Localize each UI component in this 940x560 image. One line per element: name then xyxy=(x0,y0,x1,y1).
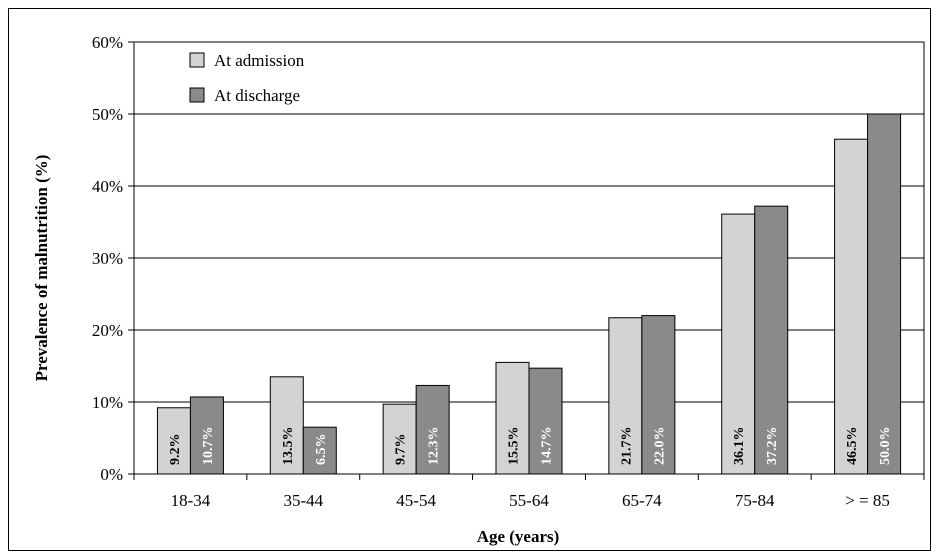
x-axis-title: Age (years) xyxy=(477,527,560,546)
legend: At admission At discharge xyxy=(189,51,305,105)
bar-admission xyxy=(608,317,643,475)
y-tick-label: 20% xyxy=(92,321,123,340)
data-label: 6.5% xyxy=(314,434,329,466)
x-tick-label: 75-84 xyxy=(735,491,775,510)
bar-discharge xyxy=(415,384,450,475)
data-label: 37.2% xyxy=(765,427,780,466)
x-tick-label: > = 85 xyxy=(845,491,890,510)
y-tick-label: 50% xyxy=(92,105,123,124)
y-tick-label: 30% xyxy=(92,249,123,268)
data-label: 15.5% xyxy=(507,427,522,466)
legend-label: At admission xyxy=(214,51,305,70)
data-label: 50.0% xyxy=(878,427,893,466)
x-tick-label: 45-54 xyxy=(396,491,436,510)
data-label: 9.2% xyxy=(168,434,183,466)
y-axis-title: Prevalence of malnutrition (%) xyxy=(32,155,51,382)
chart-frame xyxy=(8,8,931,551)
x-tick-label: 55-64 xyxy=(509,491,549,510)
data-label: 22.0% xyxy=(652,427,667,466)
data-label: 12.3% xyxy=(427,427,442,466)
x-tick-label: 65-74 xyxy=(622,491,662,510)
bars: 9.2% 10.7% 13.5% 6.5% 9.7% 12.3% 15.5% 14.7% 21.… xyxy=(156,113,902,475)
bar-discharge xyxy=(528,367,563,475)
bar-admission xyxy=(495,361,530,475)
data-label: 10.7% xyxy=(201,427,216,466)
y-tick-label: 40% xyxy=(92,177,123,196)
axes: 0% 10% 20% 30% 40% 50% 60% 18-34 35-44 45-54 55-64… xyxy=(92,33,925,510)
data-label: 9.7% xyxy=(394,434,409,466)
legend-swatch xyxy=(189,52,205,68)
legend-swatch xyxy=(189,87,205,103)
x-tick-label: 18-34 xyxy=(171,491,211,510)
legend-label: At discharge xyxy=(214,86,300,105)
bar-discharge xyxy=(867,113,902,475)
bar-discharge xyxy=(754,205,789,475)
gridlines xyxy=(134,41,924,403)
y-tick-label: 0% xyxy=(100,465,123,484)
bar-admission xyxy=(156,407,191,475)
bar-admission xyxy=(834,138,869,475)
data-label: 46.5% xyxy=(845,427,860,466)
x-tick-label: 35-44 xyxy=(283,491,323,510)
data-label: 13.5% xyxy=(281,427,296,466)
bar-discharge xyxy=(189,396,224,475)
y-tick-label: 60% xyxy=(92,33,123,52)
bar-admission xyxy=(721,213,756,475)
y-tick-label: 10% xyxy=(92,393,123,412)
data-label: 21.7% xyxy=(619,427,634,466)
data-label: 36.1% xyxy=(732,427,747,466)
data-label: 14.7% xyxy=(540,427,555,466)
